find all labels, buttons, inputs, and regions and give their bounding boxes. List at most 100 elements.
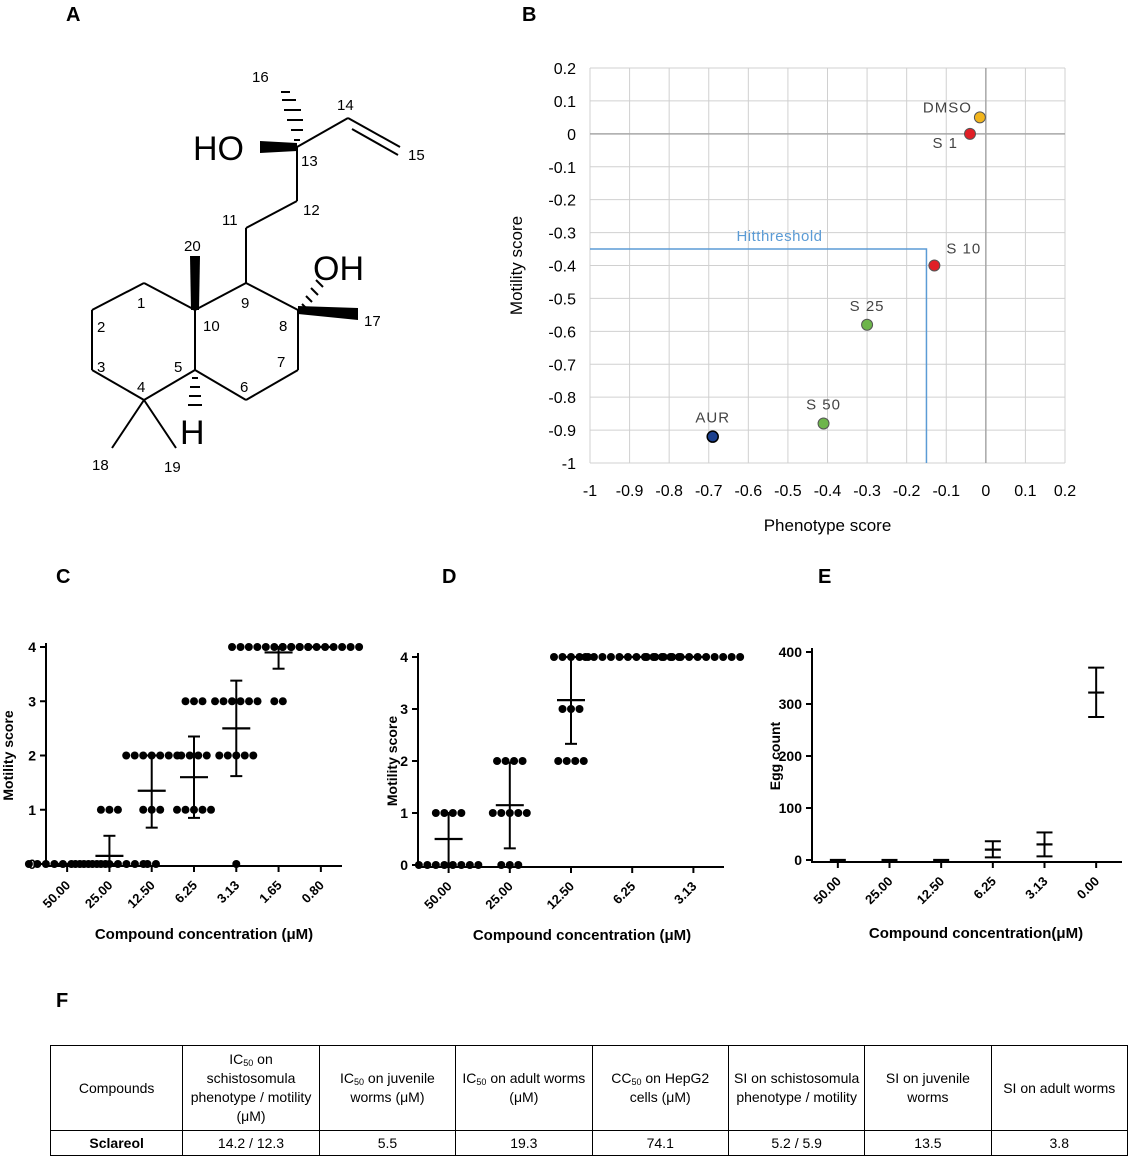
atom-number: 9 <box>241 295 249 312</box>
x-tick-label: 25.00 <box>862 874 896 908</box>
data-point <box>96 860 105 868</box>
data-point <box>414 861 423 869</box>
data-point <box>554 757 563 765</box>
table-header-cc: CC <box>611 1070 632 1086</box>
data-point <box>105 805 114 814</box>
point-label: S 50 <box>806 397 841 414</box>
x-tick-label: -0.6 <box>735 483 763 500</box>
y-tick-label: 3 <box>400 701 408 717</box>
data-point <box>130 860 139 868</box>
data-point <box>228 643 237 651</box>
y-tick-label: -0.6 <box>548 324 576 341</box>
point-aur <box>706 430 719 443</box>
data-point <box>223 751 232 760</box>
table-header-cell: SI on juvenile worms <box>864 1045 992 1131</box>
data-point <box>606 653 615 661</box>
y-axis-label: Motility score <box>0 710 16 800</box>
hit-threshold-line <box>590 248 928 463</box>
results-table: Compounds IC50 on schistosomula phenotyp… <box>49 1045 1128 1156</box>
data-point <box>33 860 42 868</box>
data-point <box>474 861 483 869</box>
data-point <box>245 697 254 706</box>
oh-label: OH <box>313 250 364 288</box>
x-tick-label: -0.8 <box>655 483 683 500</box>
y-tick-label: 0 <box>567 127 576 144</box>
point-s10 <box>928 259 941 272</box>
atom-number: 14 <box>337 97 354 114</box>
table-header-cell: IC50 on juvenile worms (μM) <box>318 1045 457 1131</box>
data-point <box>253 643 262 651</box>
data-point <box>278 697 287 706</box>
data-point <box>457 809 466 817</box>
data-point <box>338 643 347 651</box>
h-label: H <box>180 414 205 452</box>
y-tick-label: 2 <box>400 753 408 769</box>
data-point <box>727 653 736 661</box>
point-label: S 1 <box>932 135 958 152</box>
atom-number: 19 <box>164 459 181 476</box>
wedge-bond-c8-methyl <box>298 306 358 320</box>
data-point <box>261 643 270 651</box>
data-point <box>236 643 245 651</box>
data-point <box>522 809 531 817</box>
x-tick-label: -0.3 <box>853 483 881 500</box>
data-point <box>346 643 355 651</box>
atom-number: 20 <box>184 238 201 255</box>
y-axis-label: Motility score <box>507 216 526 315</box>
atom-number: 12 <box>303 202 320 219</box>
data-point <box>558 653 567 661</box>
x-tick-label: -0.9 <box>616 483 644 500</box>
x-tick-label: 12.50 <box>544 879 578 913</box>
panel-label-d: D <box>442 566 457 588</box>
table-header-ic: IC <box>462 1070 477 1086</box>
x-tick-label: 12.50 <box>124 878 158 912</box>
data-point <box>431 861 440 869</box>
table-header-sub50: 50 <box>243 1058 254 1068</box>
data-point <box>514 861 523 869</box>
data-point <box>202 751 211 760</box>
data-point <box>736 653 745 661</box>
panel-label-c: C <box>56 566 71 588</box>
data-point <box>550 653 558 661</box>
table-header-ic: IC <box>340 1070 354 1086</box>
y-tick-label: 3 <box>28 693 36 709</box>
table-cell: 19.3 <box>455 1130 593 1156</box>
y-tick-label: -0.8 <box>548 390 576 407</box>
data-point <box>244 643 253 651</box>
x-tick-label: 0.1 <box>1014 483 1036 500</box>
x-tick-label: 3.13 <box>671 879 700 908</box>
data-point <box>571 757 580 765</box>
x-axis-label: Phenotype score <box>764 516 892 535</box>
data-point <box>510 757 519 765</box>
data-point <box>96 805 105 814</box>
panel-label-e: E <box>818 566 832 588</box>
table-cell: 13.5 <box>864 1130 992 1156</box>
atom-number: 6 <box>240 379 248 396</box>
x-tick-label: 0.80 <box>298 878 327 907</box>
atom-number: 17 <box>364 313 381 330</box>
atom-number: 5 <box>174 359 182 376</box>
atom-number: 8 <box>279 318 287 335</box>
data-point <box>173 805 181 814</box>
table-header-text: on HepG2 cells (μM) <box>629 1070 710 1105</box>
y-tick-label: -0.9 <box>548 423 576 440</box>
atom-number: 15 <box>408 147 425 164</box>
data-point <box>24 860 33 868</box>
chart-b-phenotype-vs-motility: -1 -0.9 -0.8 -0.7 -0.6 -0.5 -0.4 -0.3 -0.2 -0.1 0 0… <box>507 61 1076 535</box>
data-point <box>139 805 148 814</box>
data-point <box>79 860 88 868</box>
data-point <box>558 705 567 713</box>
chart-d-juvenile-motility: 0 1 2 3 4 50.00 25.00 12.50 6.25 3.13 Compound con… <box>384 649 745 944</box>
hashed-bond-c8-oh <box>301 279 324 309</box>
data-point <box>185 751 194 760</box>
data-point <box>488 809 497 817</box>
data-point <box>493 757 502 765</box>
x-tick-label: 3.13 <box>214 878 243 907</box>
data-point <box>497 809 506 817</box>
x-tick-label: 25.00 <box>482 879 516 913</box>
atom-number: 3 <box>97 359 105 376</box>
chart-c-schistosomula-motility: 0123450.0025.0012.506.253.131.650.80Comp… <box>0 639 364 943</box>
data-point <box>581 653 590 661</box>
atom-number: 10 <box>203 318 220 335</box>
data-point <box>198 805 207 814</box>
